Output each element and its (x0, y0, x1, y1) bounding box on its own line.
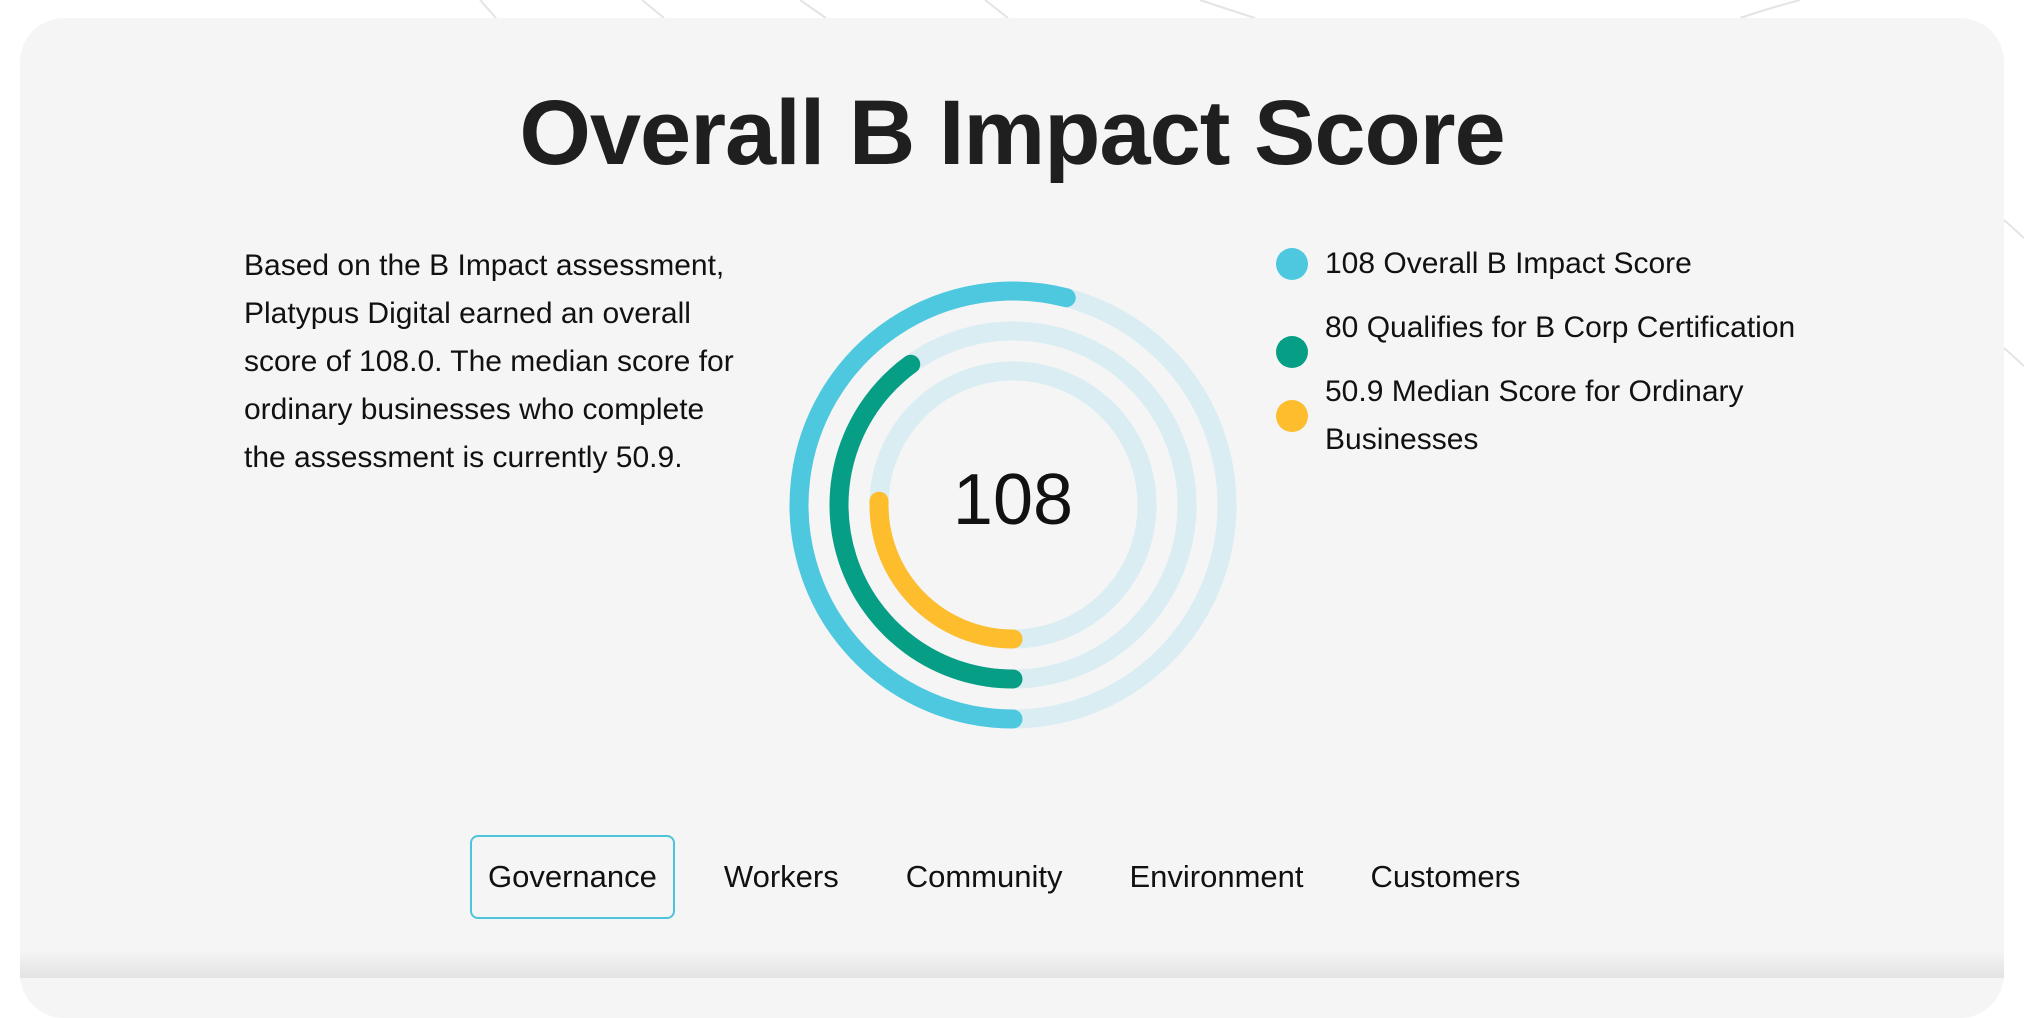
legend-item-median-score: 50.9 Median Score for Ordinary Businesse… (1276, 368, 1836, 464)
legend-label: 108 Overall B Impact Score (1325, 247, 1692, 280)
tab-governance[interactable]: Governance (470, 835, 675, 919)
score-card (20, 18, 2004, 1018)
legend-label: 80 Qualifies for B Corp Certification (1325, 311, 1796, 344)
card-bottom-shadow (20, 950, 2004, 978)
tab-workers[interactable]: Workers (706, 835, 857, 919)
score-arc-2 (829, 354, 1023, 689)
tab-customers[interactable]: Customers (1353, 835, 1539, 919)
page-title: Overall B Impact Score (519, 82, 1505, 184)
impact-area-tabs: Governance Workers Community Environment… (470, 835, 1569, 919)
legend-dot-icon (1276, 336, 1308, 368)
background-decorative-lines (479, 0, 2024, 367)
legend-label: 50.9 Median Score for Ordinary Businesse… (1325, 375, 1744, 456)
legend-item-bcorp-threshold: 80 Qualifies for B Corp Certification (1276, 304, 1836, 368)
tab-community[interactable]: Community (888, 835, 1081, 919)
legend-dot-icon (1276, 400, 1308, 432)
legend-dot-icon (1276, 248, 1308, 280)
radial-score-chart (789, 281, 1237, 729)
score-arc-3 (869, 491, 1023, 649)
score-description: Based on the B Impact assessment, Platyp… (244, 249, 734, 474)
center-score-value: 108 (952, 460, 1074, 540)
chart-legend: 108 Overall B Impact Score 80 Qualifies … (1276, 240, 1836, 480)
tab-environment[interactable]: Environment (1111, 835, 1321, 919)
legend-item-overall-score: 108 Overall B Impact Score (1276, 240, 1836, 288)
score-arc-1 (789, 281, 1076, 729)
